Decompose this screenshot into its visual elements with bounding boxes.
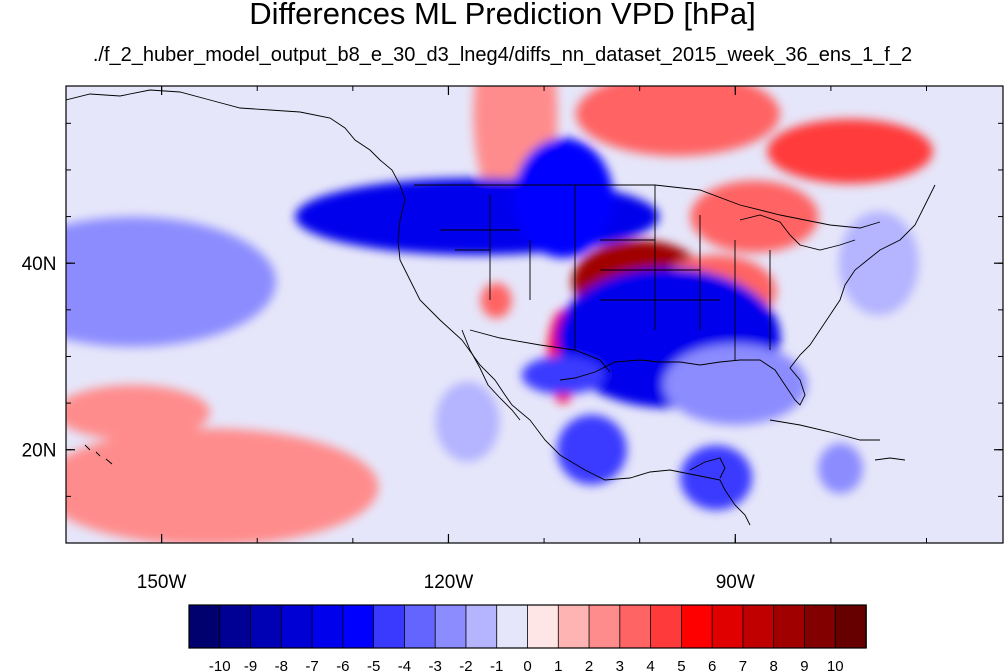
colorbar-label: -4 bbox=[398, 658, 411, 672]
field-region bbox=[838, 211, 919, 316]
colorbar-box bbox=[496, 604, 529, 649]
field-region bbox=[767, 119, 933, 184]
colorbar-box bbox=[680, 604, 713, 649]
colorbar: -10 -9 -8 -7 -6 -5 -4 -3 -2 -1 0 1 2 3 4 5 6 7 8 9 10 bbox=[188, 604, 867, 672]
baja-coastline bbox=[461, 329, 521, 421]
colorbar-label: 1 bbox=[554, 658, 562, 672]
colorbar-label: -8 bbox=[275, 658, 288, 672]
colorbar-box bbox=[804, 604, 837, 649]
colorbar-box bbox=[373, 604, 406, 649]
colorbar-box bbox=[527, 604, 560, 649]
canada-border bbox=[414, 184, 881, 229]
colorbar-label: 6 bbox=[708, 658, 716, 672]
cuba-coastline bbox=[769, 419, 880, 441]
colorbar-box bbox=[280, 604, 313, 649]
page-title: Differences ML Prediction VPD [hPa] bbox=[249, 0, 756, 31]
colorbar-box bbox=[342, 604, 375, 649]
colorbar-box bbox=[742, 604, 775, 649]
north-america-coastline bbox=[299, 111, 751, 526]
colorbar-box bbox=[404, 604, 436, 649]
field-region bbox=[480, 282, 512, 319]
yucatan-coastline bbox=[689, 457, 726, 479]
colorbar-label: -9 bbox=[244, 658, 257, 672]
colorbar-label: 9 bbox=[800, 658, 808, 672]
colorbar-box bbox=[557, 604, 590, 649]
alaska-coastline bbox=[66, 89, 301, 113]
field-region bbox=[680, 445, 753, 511]
hispaniola-coastline bbox=[874, 457, 906, 461]
colorbar-box bbox=[311, 604, 344, 649]
field-region bbox=[663, 343, 808, 425]
field-region bbox=[435, 381, 500, 462]
field-region bbox=[556, 414, 627, 485]
field-region bbox=[66, 428, 379, 543]
colorbar-label: -6 bbox=[336, 658, 349, 672]
colorbar-label: 3 bbox=[616, 658, 624, 672]
coastlines-layer bbox=[66, 89, 936, 526]
colorbar-box bbox=[188, 604, 221, 649]
colorbar-box bbox=[588, 604, 621, 649]
colorbar-label: -1 bbox=[490, 658, 503, 672]
colorbar-box bbox=[434, 604, 467, 649]
field-region bbox=[513, 137, 614, 258]
colorbar-label: 7 bbox=[739, 658, 747, 672]
field-region bbox=[66, 216, 276, 347]
colorbar-label: -3 bbox=[429, 658, 442, 672]
map-frame: 150W 120W 90W 40N 20N bbox=[22, 85, 1004, 593]
colorbar-box bbox=[650, 604, 683, 649]
lon-tick-label: 120W bbox=[424, 572, 474, 593]
colorbar-label: 2 bbox=[585, 658, 593, 672]
colorbar-label: -2 bbox=[459, 658, 472, 672]
gulf-coastline bbox=[559, 184, 936, 406]
map-field bbox=[66, 86, 1003, 543]
state-lines-west bbox=[440, 185, 771, 360]
colorbar-label: -5 bbox=[367, 658, 380, 672]
colorbar-box bbox=[465, 604, 498, 649]
field-region bbox=[575, 86, 780, 156]
colorbar-box bbox=[619, 604, 652, 649]
colorbar-box bbox=[711, 604, 744, 649]
lon-tick-label: 150W bbox=[137, 572, 187, 593]
colorbar-label: 5 bbox=[677, 658, 685, 672]
colorbar-label: 10 bbox=[827, 658, 844, 672]
mexico-border bbox=[469, 329, 611, 373]
colorbar-label: 4 bbox=[646, 658, 654, 672]
colorbar-box bbox=[250, 604, 283, 649]
colorbar-label: 8 bbox=[770, 658, 778, 672]
colorbar-label: -10 bbox=[209, 658, 231, 672]
colorbar-box bbox=[219, 604, 252, 649]
lon-tick-label: 90W bbox=[716, 572, 755, 593]
colorbar-label: -7 bbox=[305, 658, 318, 672]
hawaii-islands bbox=[84, 444, 113, 465]
colorbar-box bbox=[773, 604, 806, 649]
field-region bbox=[521, 355, 605, 395]
field-region bbox=[66, 384, 210, 440]
lat-tick-label: 20N bbox=[22, 441, 57, 462]
field-region bbox=[818, 443, 863, 494]
lat-tick-label: 40N bbox=[22, 254, 57, 275]
colorbar-box bbox=[834, 604, 867, 649]
great-lakes bbox=[739, 214, 856, 251]
map-subtitle: ./f_2_huber_model_output_b8_e_30_d3_lneg… bbox=[92, 44, 913, 66]
colorbar-label: 0 bbox=[523, 658, 531, 672]
